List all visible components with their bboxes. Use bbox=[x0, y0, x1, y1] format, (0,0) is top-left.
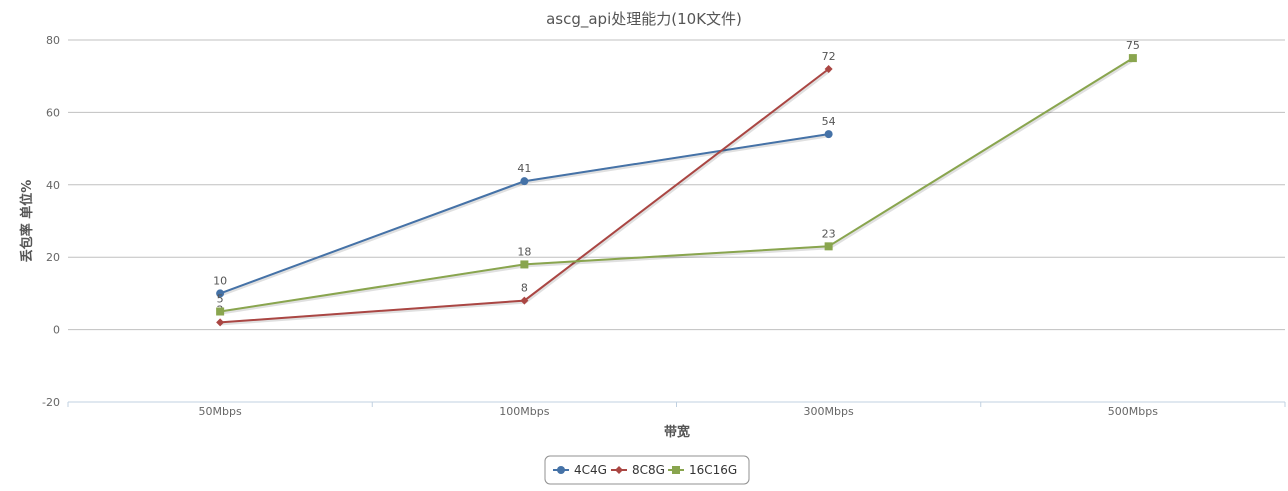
y-tick-label: 60 bbox=[46, 106, 60, 119]
data-label: 54 bbox=[822, 115, 836, 128]
legend-marker-16C16G bbox=[672, 466, 680, 474]
legend-marker-4C4G bbox=[557, 466, 565, 474]
legend-item-16C16G[interactable]: 16C16G bbox=[689, 463, 737, 477]
data-point-16C16G bbox=[216, 307, 225, 316]
data-label: 18 bbox=[517, 245, 531, 258]
data-label: 5 bbox=[217, 293, 224, 306]
series-line-16C16G bbox=[219, 57, 1134, 313]
data-point-16C16G bbox=[520, 260, 529, 269]
x-tick-label: 500Mbps bbox=[1108, 405, 1158, 418]
data-point-4C4G bbox=[520, 177, 529, 186]
x-tick-label: 100Mbps bbox=[499, 405, 549, 418]
data-label: 23 bbox=[822, 227, 836, 240]
y-axis-title: 丢包率 单位% bbox=[19, 180, 35, 263]
y-tick-label: 40 bbox=[46, 179, 60, 192]
y-tick-label: -20 bbox=[42, 396, 60, 409]
data-point-16C16G bbox=[1128, 54, 1137, 63]
y-tick-label: 80 bbox=[46, 34, 60, 47]
series-line-shadow bbox=[220, 57, 1135, 315]
data-label: 72 bbox=[822, 50, 836, 63]
legend-item-8C8G[interactable]: 8C8G bbox=[632, 463, 665, 477]
data-label: 8 bbox=[521, 282, 528, 295]
legend-box bbox=[544, 455, 750, 485]
data-point-8C8G bbox=[520, 296, 529, 305]
chart-title: ascg_api处理能力(10K文件) bbox=[546, 10, 742, 29]
data-point-4C4G bbox=[824, 130, 833, 139]
data-point-4C4G bbox=[216, 289, 225, 298]
series-line-shadow bbox=[220, 133, 830, 297]
legend-marker-8C8G bbox=[615, 466, 623, 474]
data-point-16C16G bbox=[824, 242, 833, 251]
y-tick-label: 0 bbox=[53, 324, 60, 337]
x-axis-title: 带宽 bbox=[664, 424, 690, 440]
data-label: 41 bbox=[517, 162, 531, 175]
x-tick-label: 50Mbps bbox=[199, 405, 242, 418]
legend-item-4C4G[interactable]: 4C4G bbox=[574, 463, 607, 477]
data-label: 75 bbox=[1126, 39, 1140, 52]
data-label: 10 bbox=[213, 274, 227, 287]
x-tick-label: 300Mbps bbox=[804, 405, 854, 418]
data-point-8C8G bbox=[824, 64, 833, 73]
data-point-8C8G bbox=[216, 318, 225, 327]
series-line-4C4G bbox=[219, 133, 829, 295]
y-tick-label: 20 bbox=[46, 251, 60, 264]
